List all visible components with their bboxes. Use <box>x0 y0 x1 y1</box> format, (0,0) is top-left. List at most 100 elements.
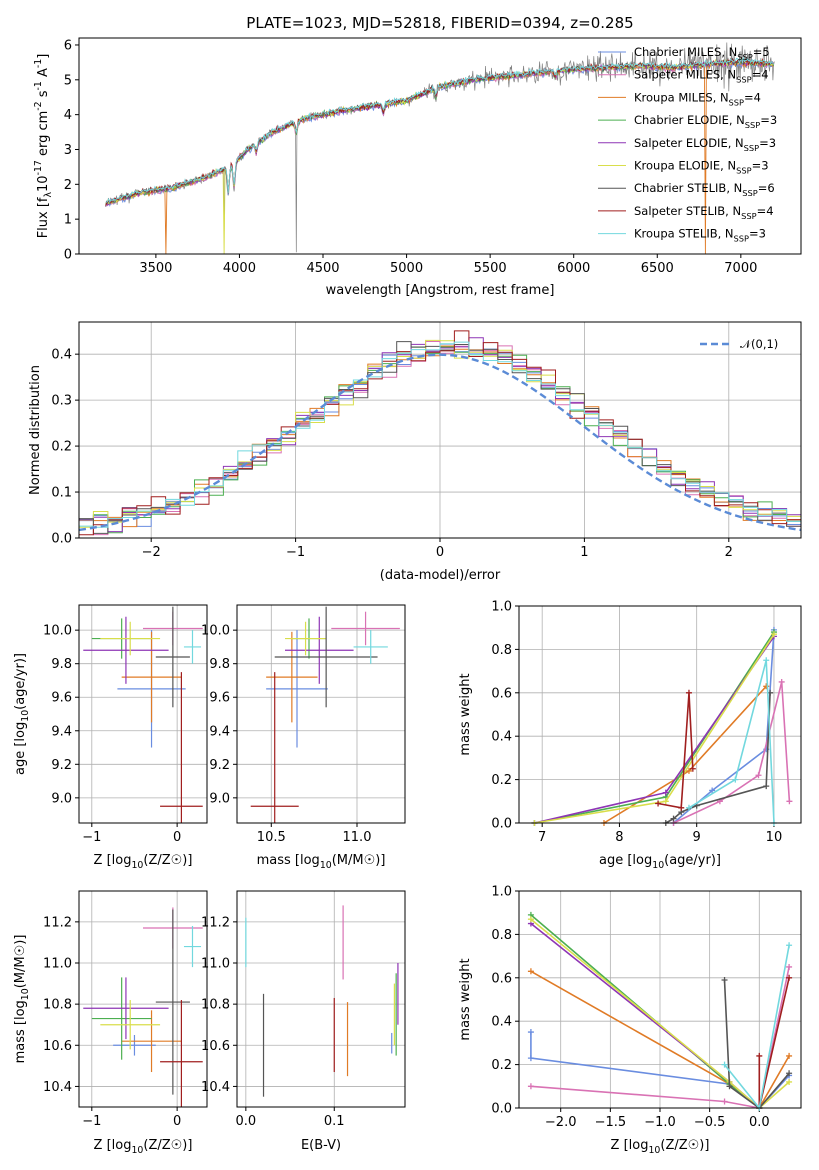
mass-weight-Z-ytick-label: 0.0 <box>491 1102 512 1117</box>
age-vs-mass-errorbar-point <box>353 630 388 664</box>
mass-weight-Z-series-line <box>723 979 790 1110</box>
age-vs-Z-ytick-label: 9.2 <box>51 758 72 773</box>
residuals-xtick-label: 0 <box>436 545 444 560</box>
residuals-ylabel: Normed distribution <box>28 365 43 495</box>
mass-vs-Z-frame <box>78 890 208 1108</box>
residuals-ytick-label: 0.1 <box>51 486 72 501</box>
legend-entry: Chabrier STELIB, NSSP​=6 <box>634 181 775 198</box>
spectrum-xtick-label: 5500 <box>474 261 507 276</box>
mass-vs-EBV-ytick-label: 10.4 <box>201 1080 230 1095</box>
age-vs-mass-axes <box>233 605 405 827</box>
mass-weight-Z-xtick-label: −2.0 <box>545 1115 577 1130</box>
mass-weight-Z-marker <box>721 976 728 983</box>
mass-vs-Z-errorbar-point <box>160 1000 203 1107</box>
legend-entry: Salpeter ELODIE, NSSP​=3 <box>634 136 776 153</box>
age-vs-mass-errorbar-point <box>331 611 400 646</box>
mass-weight-age-ytick-label: 0.6 <box>491 686 512 701</box>
age-vs-Z-ytick-label: 9.4 <box>51 724 72 739</box>
mass-vs-Z-errorbar-point <box>183 925 202 968</box>
mass-vs-EBV-xtick-label: 0.1 <box>324 1114 345 1129</box>
age-vs-mass-xtick-label: 11.0 <box>343 830 372 845</box>
spectrum-xtick-label: 3500 <box>139 261 172 276</box>
spectrum-xtick-label: 4000 <box>223 261 256 276</box>
spectrum-xtick-label: 7000 <box>724 261 757 276</box>
age-vs-mass-errorbar-point <box>250 672 299 823</box>
age-vs-mass-errorbar-point <box>285 616 354 684</box>
chart-title: PLATE=1023, MJD=52818, FIBERID=0394, z=0… <box>246 14 633 32</box>
mass-weight-Z-ylabel: mass weight <box>458 958 473 1040</box>
mass-vs-EBV-ytick-label: 11.0 <box>201 957 230 972</box>
mass-weight-age-marker <box>732 776 739 783</box>
mass-vs-Z-axes <box>75 891 207 1111</box>
spectrum-xlabel: wavelength [Angstrom, rest frame] <box>326 283 555 298</box>
mass-weight-age-series-line <box>534 635 775 824</box>
residuals-ytick-label: 0.4 <box>51 348 72 363</box>
residuals-xtick-label: −2 <box>142 545 161 560</box>
residuals-xlabel: (data-model)/error <box>380 568 501 583</box>
mass-weight-Z-marker <box>786 963 793 970</box>
age-vs-Z-ytick-label: 9.8 <box>51 657 72 672</box>
age-vs-mass-ytick-label: 9.4 <box>209 724 230 739</box>
mass-weight-Z-marker <box>786 974 793 981</box>
mass-weight-age-marker <box>755 772 762 779</box>
mass-weight-age-marker <box>662 798 669 805</box>
spectrum-ytick-label: 2 <box>64 178 72 193</box>
mass-vs-Z-xtick-label: −1 <box>82 1114 101 1129</box>
mass-weight-Z-marker <box>721 1098 728 1105</box>
residuals-ytick-label: 0.2 <box>51 440 72 455</box>
mass-vs-Z-errorbar-point <box>91 977 152 1060</box>
age-vs-mass-ytick-label: 9.6 <box>209 691 230 706</box>
spectrum-axes <box>75 44 742 258</box>
mass-vs-Z-ytick-label: 10.4 <box>43 1080 72 1095</box>
mass-vs-EBV-ytick-label: 10.8 <box>201 998 230 1013</box>
spectrum-xtick-label: 6500 <box>641 261 674 276</box>
mass-weight-Z-marker <box>786 1070 793 1077</box>
mass-weight-age-marker <box>685 767 692 774</box>
mass-weight-Z-marker <box>527 1029 534 1036</box>
mass-vs-Z-xtick-label: 0 <box>173 1114 181 1129</box>
mass-weight-Z-marker <box>726 1083 733 1090</box>
mass-weight-age-ytick-label: 0.2 <box>491 773 512 788</box>
age-vs-Z-axes <box>75 605 207 827</box>
legend-entry: Salpeter MILES, NSSP​=4 <box>634 68 769 85</box>
mass-weight-Z-marker <box>786 1078 793 1085</box>
mass-weight-age-series-line <box>673 681 791 824</box>
mass-weight-age-frame <box>518 605 802 824</box>
spectrum-model-line <box>105 57 774 207</box>
age-vs-mass-ytick-label: 10.0 <box>201 624 230 639</box>
mass-vs-Z-ylabel: mass [log10​(M/M☉)] <box>13 935 31 1064</box>
age-vs-Z-frame <box>78 604 208 824</box>
age-vs-mass-errorbar-point <box>266 630 328 748</box>
age-vs-Z-errorbar-point <box>160 672 203 823</box>
age-vs-mass-ytick-label: 9.2 <box>209 758 230 773</box>
mass-weight-age-series-line <box>657 692 694 809</box>
mass-vs-EBV-ytick-label: 11.2 <box>201 915 230 930</box>
mass-weight-Z-ytick-label: 0.8 <box>491 928 512 943</box>
residuals-axes <box>75 322 801 542</box>
spectrum-ytick-label: 0 <box>64 248 72 263</box>
residuals-xtick-label: −1 <box>286 545 305 560</box>
mass-vs-Z-ytick-label: 11.2 <box>43 915 72 930</box>
age-vs-Z-errorbar-point <box>121 631 182 723</box>
residuals-ytick-label: 0.3 <box>51 394 72 409</box>
age-vs-Z-ytick-label: 9.6 <box>51 691 72 706</box>
spectrum-ytick-label: 4 <box>64 108 72 123</box>
age-vs-mass-errorbar-point <box>285 621 327 656</box>
age-vs-mass-frame <box>236 604 406 824</box>
mass-weight-Z-marker <box>527 1083 534 1090</box>
spectrum-model-line <box>105 56 774 204</box>
mass-vs-EBV-frame <box>236 890 406 1108</box>
mass-weight-age-xtick-label: 8 <box>615 830 623 845</box>
mass-weight-age-xtick-label: 10 <box>766 830 783 845</box>
mass-weight-Z-marker <box>527 968 534 975</box>
age-vs-Z-ylabel: age [log10​(age/yr)] <box>13 653 31 775</box>
age-vs-Z-errorbar-point <box>155 606 190 708</box>
mass-vs-EBV-xlabel: E(B-V) <box>301 1138 341 1153</box>
mass-weight-Z-ytick-label: 0.6 <box>491 971 512 986</box>
age-vs-mass-errorbar-point <box>274 606 378 708</box>
spectrum-xtick-label: 5000 <box>390 261 423 276</box>
mass-weight-age-marker <box>685 689 692 696</box>
mass-weight-age-xlabel: age [log10​(age/yr)] <box>599 853 721 871</box>
mass-weight-age-marker <box>709 787 716 794</box>
